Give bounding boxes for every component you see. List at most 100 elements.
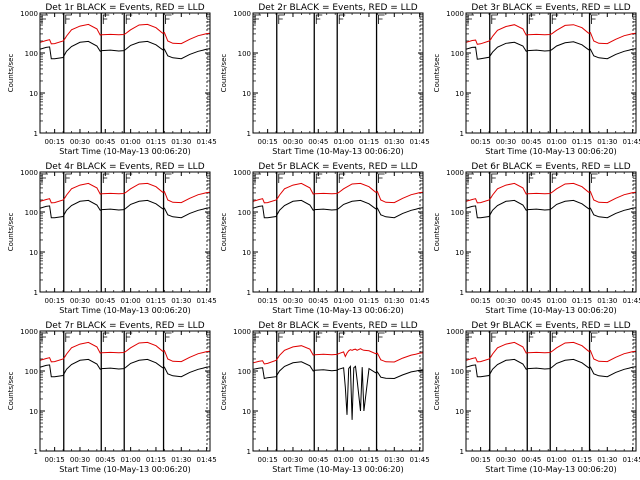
- chart-title: Det 7r BLACK = Events, RED = LLD: [45, 321, 204, 331]
- gap-flag-marker: [591, 14, 598, 24]
- x-axis-label: Start Time (10-May-13 00:06:20): [59, 306, 190, 315]
- x-axis-label: Start Time (10-May-13 00:06:20): [272, 147, 403, 156]
- y-tick-label: 1000: [233, 328, 251, 336]
- y-tick-label: 100: [451, 368, 464, 376]
- chart-panel-3: Det 3r BLACK = Events, RED = LLD Start Ti…: [433, 3, 640, 156]
- x-tick-label: 01:30: [384, 138, 404, 146]
- x-tick-label: 00:30: [496, 138, 516, 146]
- y-tick-label: 10: [29, 249, 38, 257]
- x-tick-label: 01:45: [197, 297, 217, 305]
- x-tick-label: 00:15: [258, 456, 278, 464]
- x-tick-label: 01:30: [171, 138, 191, 146]
- x-tick-label: 00:30: [496, 297, 516, 305]
- start-flag-marker: [467, 14, 474, 24]
- gap-flag-marker: [65, 332, 72, 342]
- chart-title: Det 2r BLACK = Events, RED = LLD: [258, 3, 417, 13]
- start-flag-marker: [467, 173, 474, 183]
- y-tick-label: 1: [247, 289, 251, 297]
- y-tick-label: 10: [242, 90, 251, 98]
- y-axis-label: Counts/sec: [220, 213, 228, 252]
- y-tick-label: 100: [25, 209, 38, 217]
- gap-flag-marker: [528, 14, 536, 24]
- y-tick-label: 1: [247, 130, 251, 138]
- x-tick-label: 01:45: [410, 456, 430, 464]
- y-tick-label: 1000: [20, 169, 38, 177]
- chart-title: Det 5r BLACK = Events, RED = LLD: [258, 162, 417, 172]
- x-tick-label: 00:45: [308, 138, 328, 146]
- chart-title: Det 6r BLACK = Events, RED = LLD: [471, 162, 630, 172]
- chart-title: Det 9r BLACK = Events, RED = LLD: [471, 321, 630, 331]
- y-axis-label: Counts/sec: [7, 372, 15, 411]
- x-tick-label: 01:00: [121, 297, 141, 305]
- y-tick-label: 10: [242, 408, 251, 416]
- start-flag-marker: [467, 332, 474, 342]
- y-tick-label: 100: [25, 368, 38, 376]
- y-tick-label: 1: [34, 130, 38, 138]
- x-tick-label: 01:15: [146, 297, 166, 305]
- y-tick-label: 1: [460, 130, 464, 138]
- plot-frame: [39, 12, 211, 134]
- y-axis-label: Counts/sec: [220, 54, 228, 93]
- gap-flag-marker: [491, 332, 498, 342]
- y-tick-label: 1: [460, 289, 464, 297]
- x-tick-label: 00:45: [95, 138, 115, 146]
- plot-frame: [465, 171, 637, 293]
- x-axis-label: Start Time (10-May-13 00:06:20): [59, 147, 190, 156]
- x-tick-label: 01:15: [146, 456, 166, 464]
- x-tick-label: 00:30: [283, 297, 303, 305]
- chart-panel-6: Det 6r BLACK = Events, RED = LLD Start Ti…: [433, 162, 640, 315]
- x-tick-label: 01:45: [410, 138, 430, 146]
- gap-flag-marker: [125, 173, 133, 183]
- x-tick-label: 01:00: [334, 297, 354, 305]
- x-tick-label: 01:15: [146, 138, 166, 146]
- gap-flag-marker: [338, 173, 346, 183]
- x-tick-label: 00:15: [45, 297, 65, 305]
- gap-flag-marker: [315, 173, 323, 183]
- events-series-line: [466, 41, 636, 60]
- gap-flag-marker: [491, 14, 498, 24]
- lld-series-line: [40, 23, 210, 45]
- x-tick-label: 00:45: [95, 456, 115, 464]
- gap-flag-marker: [378, 173, 385, 183]
- x-tick-label: 00:15: [471, 456, 491, 464]
- x-tick-label: 00:45: [308, 456, 328, 464]
- gap-flag-marker: [378, 332, 385, 342]
- gap-flag-marker: [551, 173, 559, 183]
- gap-flag-marker: [551, 332, 559, 342]
- start-flag-marker: [254, 173, 261, 183]
- x-tick-label: 01:00: [547, 138, 567, 146]
- y-tick-label: 1000: [20, 328, 38, 336]
- x-tick-label: 01:00: [121, 456, 141, 464]
- gap-flag-marker: [338, 332, 346, 342]
- lld-series-line: [40, 182, 210, 204]
- x-tick-label: 01:00: [121, 138, 141, 146]
- x-tick-label: 00:30: [283, 138, 303, 146]
- gap-flag-marker: [165, 332, 172, 342]
- x-tick-label: 01:30: [597, 138, 617, 146]
- x-tick-label: 01:45: [197, 456, 217, 464]
- y-tick-label: 100: [238, 209, 251, 217]
- x-axis-label: Start Time (10-May-13 00:06:20): [485, 306, 616, 315]
- plot-frame: [252, 330, 424, 452]
- x-tick-label: 01:00: [334, 138, 354, 146]
- gap-flag-marker: [528, 332, 536, 342]
- y-tick-label: 1: [34, 448, 38, 456]
- x-tick-label: 01:45: [623, 138, 640, 146]
- x-axis-label: Start Time (10-May-13 00:06:20): [485, 147, 616, 156]
- gap-flag-marker: [315, 14, 323, 24]
- x-tick-label: 01:45: [623, 456, 640, 464]
- chart-panel-7: Det 7r BLACK = Events, RED = LLD Start Ti…: [7, 321, 217, 474]
- x-tick-label: 01:15: [572, 297, 592, 305]
- gap-flag-marker: [378, 14, 385, 24]
- x-tick-label: 01:15: [572, 138, 592, 146]
- gap-flag-marker: [165, 173, 172, 183]
- chart-panel-8: Det 8r BLACK = Events, RED = LLD Start Ti…: [220, 321, 430, 474]
- y-tick-label: 100: [451, 50, 464, 58]
- gap-flag-marker: [551, 14, 559, 24]
- chart-title: Det 8r BLACK = Events, RED = LLD: [258, 321, 417, 331]
- y-tick-label: 100: [238, 50, 251, 58]
- lld-series-line: [466, 341, 636, 363]
- events-series-line: [40, 40, 210, 60]
- y-tick-label: 1: [247, 448, 251, 456]
- lld-series-line: [40, 341, 210, 363]
